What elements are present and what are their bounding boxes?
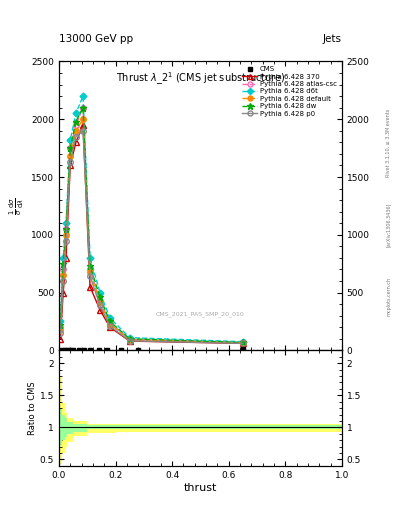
Pythia 6.428 atlas-csc	[127, 336, 132, 343]
Pythia 6.428 dw	[64, 226, 68, 232]
Y-axis label: $\frac{1}{\sigma}\,\frac{\mathrm{d}\sigma}{\mathrm{d}\lambda}$: $\frac{1}{\sigma}\,\frac{\mathrm{d}\sigm…	[7, 197, 26, 215]
Pythia 6.428 d6t	[241, 338, 245, 345]
Pythia 6.428 atlas-csc	[61, 266, 66, 272]
Pythia 6.428 dw	[61, 261, 66, 267]
Pythia 6.428 default	[88, 269, 92, 275]
Pythia 6.428 default	[58, 327, 63, 333]
Pythia 6.428 atlas-csc	[58, 324, 63, 330]
CMS	[119, 347, 123, 353]
CMS	[59, 347, 64, 353]
Text: Thrust $\lambda\_2^1$ (CMS jet substructure): Thrust $\lambda\_2^1$ (CMS jet substruct…	[116, 70, 285, 87]
Pythia 6.428 d6t	[88, 255, 92, 261]
CMS	[68, 347, 73, 353]
Pythia 6.428 dw	[127, 336, 132, 342]
Pythia 6.428 370	[88, 284, 92, 290]
Pythia 6.428 atlas-csc	[241, 339, 245, 345]
Pythia 6.428 370	[61, 289, 66, 295]
Text: mcplots.cern.ch: mcplots.cern.ch	[386, 278, 391, 316]
Line: CMS: CMS	[59, 347, 245, 353]
Pythia 6.428 p0	[108, 323, 112, 329]
Pythia 6.428 d6t	[97, 289, 102, 295]
CMS	[65, 347, 70, 353]
Pythia 6.428 dw	[241, 339, 245, 346]
Legend: CMS, Pythia 6.428 370, Pythia 6.428 atlas-csc, Pythia 6.428 d6t, Pythia 6.428 de: CMS, Pythia 6.428 370, Pythia 6.428 atla…	[241, 65, 338, 118]
CMS	[88, 347, 92, 353]
CMS	[71, 347, 75, 353]
Pythia 6.428 p0	[73, 134, 78, 140]
Pythia 6.428 p0	[88, 273, 92, 280]
Pythia 6.428 default	[73, 127, 78, 134]
CMS	[105, 347, 109, 353]
Pythia 6.428 default	[64, 232, 68, 238]
Pythia 6.428 default	[61, 272, 66, 279]
Pythia 6.428 370	[127, 338, 132, 344]
Line: Pythia 6.428 default: Pythia 6.428 default	[58, 116, 246, 346]
Pythia 6.428 dw	[88, 263, 92, 269]
Pythia 6.428 d6t	[73, 111, 78, 117]
Pythia 6.428 default	[81, 116, 85, 122]
Y-axis label: Ratio to CMS: Ratio to CMS	[28, 381, 37, 435]
Pythia 6.428 d6t	[61, 255, 66, 261]
Pythia 6.428 atlas-csc	[68, 145, 73, 151]
Pythia 6.428 dw	[58, 322, 63, 328]
Pythia 6.428 p0	[97, 302, 102, 308]
Pythia 6.428 atlas-csc	[64, 226, 68, 232]
Pythia 6.428 370	[68, 162, 73, 168]
Pythia 6.428 atlas-csc	[108, 319, 112, 326]
Pythia 6.428 default	[68, 153, 73, 159]
Text: CMS_2021_PAS_SMP_20_010: CMS_2021_PAS_SMP_20_010	[156, 312, 245, 317]
Text: 13000 GeV pp: 13000 GeV pp	[59, 33, 133, 44]
Pythia 6.428 dw	[108, 318, 112, 325]
Line: Pythia 6.428 dw: Pythia 6.428 dw	[57, 104, 246, 346]
Pythia 6.428 default	[241, 340, 245, 346]
Pythia 6.428 default	[127, 337, 132, 343]
Pythia 6.428 p0	[127, 338, 132, 344]
Text: [arXiv:1306.3436]: [arXiv:1306.3436]	[386, 203, 391, 247]
Pythia 6.428 atlas-csc	[88, 266, 92, 272]
Line: Pythia 6.428 p0: Pythia 6.428 p0	[58, 128, 246, 346]
Pythia 6.428 d6t	[68, 137, 73, 143]
Pythia 6.428 370	[58, 336, 63, 342]
Pythia 6.428 d6t	[81, 93, 85, 99]
Pythia 6.428 atlas-csc	[81, 104, 85, 111]
CMS	[76, 347, 81, 353]
Pythia 6.428 d6t	[64, 220, 68, 226]
CMS	[62, 347, 67, 353]
Text: Rivet 3.1.10, ≥ 3.3M events: Rivet 3.1.10, ≥ 3.3M events	[386, 109, 391, 178]
Pythia 6.428 370	[97, 307, 102, 313]
Pythia 6.428 default	[97, 298, 102, 305]
Pythia 6.428 p0	[64, 238, 68, 244]
Pythia 6.428 d6t	[58, 318, 63, 325]
Pythia 6.428 p0	[61, 278, 66, 284]
Pythia 6.428 370	[241, 340, 245, 347]
Pythia 6.428 dw	[68, 145, 73, 151]
Pythia 6.428 p0	[68, 159, 73, 165]
CMS	[241, 346, 245, 352]
Pythia 6.428 atlas-csc	[73, 122, 78, 128]
Pythia 6.428 default	[108, 321, 112, 327]
Pythia 6.428 p0	[241, 340, 245, 347]
Pythia 6.428 d6t	[127, 334, 132, 340]
X-axis label: thrust: thrust	[184, 482, 217, 493]
Pythia 6.428 atlas-csc	[97, 297, 102, 304]
Pythia 6.428 370	[81, 122, 85, 128]
Line: Pythia 6.428 370: Pythia 6.428 370	[58, 122, 246, 346]
Pythia 6.428 dw	[73, 118, 78, 124]
Pythia 6.428 p0	[58, 330, 63, 336]
CMS	[136, 347, 141, 353]
Pythia 6.428 dw	[81, 104, 85, 111]
Pythia 6.428 370	[108, 324, 112, 330]
Pythia 6.428 370	[64, 255, 68, 261]
Line: Pythia 6.428 d6t: Pythia 6.428 d6t	[58, 94, 245, 344]
Pythia 6.428 370	[73, 139, 78, 145]
Line: Pythia 6.428 atlas-csc: Pythia 6.428 atlas-csc	[58, 105, 246, 345]
Pythia 6.428 d6t	[108, 315, 112, 321]
Pythia 6.428 p0	[81, 127, 85, 134]
CMS	[96, 347, 101, 353]
Pythia 6.428 dw	[97, 294, 102, 300]
CMS	[82, 347, 87, 353]
Text: Jets: Jets	[323, 33, 342, 44]
